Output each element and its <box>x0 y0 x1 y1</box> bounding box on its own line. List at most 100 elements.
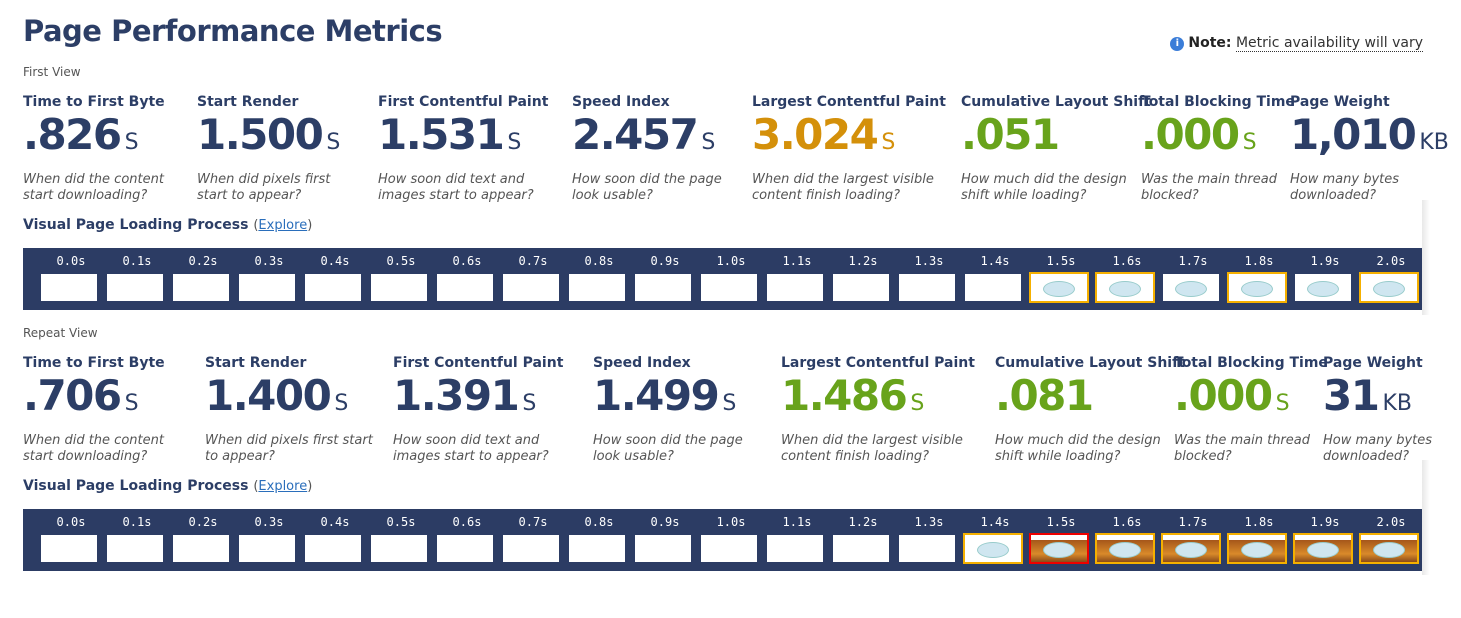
filmstrip-frame[interactable]: 2.0s <box>1359 248 1421 310</box>
metric-value: 1.499 S <box>593 373 768 427</box>
filmstrip-frame[interactable]: 1.9s <box>1295 248 1355 310</box>
frame-thumbnail[interactable] <box>635 274 691 301</box>
frame-thumbnail[interactable] <box>1029 533 1089 564</box>
frame-thumbnail[interactable] <box>41 274 97 301</box>
filmstrip-frame[interactable]: 0.2s <box>173 248 233 310</box>
frame-time: 1.3s <box>914 254 944 268</box>
frame-thumbnail[interactable] <box>1359 533 1419 564</box>
filmstrip-frame[interactable]: 1.3s <box>899 248 959 310</box>
filmstrip-frame[interactable]: 1.8s <box>1227 509 1289 571</box>
filmstrip-frame[interactable]: 1.6s <box>1095 509 1157 571</box>
filmstrip-frame[interactable]: 0.1s <box>107 248 167 310</box>
filmstrip-frame[interactable]: 1.3s <box>899 509 959 571</box>
frame-thumbnail[interactable] <box>833 274 889 301</box>
filmstrip-frame[interactable]: 1.7s <box>1161 509 1223 571</box>
filmstrip-frame[interactable]: 0.8s <box>569 248 629 310</box>
explore-link[interactable]: Explore <box>258 479 308 494</box>
filmstrip-frame[interactable]: 1.4s <box>965 248 1025 310</box>
filmstrip-frame[interactable]: 0.7s <box>503 248 563 310</box>
frame-thumbnail[interactable] <box>1161 533 1221 564</box>
frame-thumbnail[interactable] <box>239 535 295 562</box>
frame-thumbnail[interactable] <box>965 274 1021 301</box>
filmstrip-frame[interactable]: 0.3s <box>239 509 299 571</box>
page-title: Page Performance Metrics <box>23 14 443 48</box>
filmstrip-frame[interactable]: 0.7s <box>503 509 563 571</box>
filmstrip-frame[interactable]: 0.0s <box>41 248 101 310</box>
frame-thumbnail[interactable] <box>1163 274 1219 301</box>
filmstrip-frame[interactable]: 1.5s <box>1029 509 1091 571</box>
frame-time: 0.2s <box>188 515 218 529</box>
frame-thumbnail[interactable] <box>963 533 1023 564</box>
frame-thumbnail[interactable] <box>899 274 955 301</box>
frame-thumbnail[interactable] <box>701 274 757 301</box>
metric-value: 1.531 S <box>378 112 558 166</box>
frame-thumbnail[interactable] <box>1227 272 1287 303</box>
filmstrip-frame[interactable]: 1.1s <box>767 248 827 310</box>
filmstrip-frame[interactable]: 1.8s <box>1227 248 1289 310</box>
filmstrip-frame[interactable]: 1.2s <box>833 248 893 310</box>
frame-thumbnail[interactable] <box>1095 533 1155 564</box>
frame-thumbnail[interactable] <box>767 535 823 562</box>
filmstrip-frame[interactable]: 1.9s <box>1293 509 1355 571</box>
filmstrip-frame[interactable]: 0.6s <box>437 248 497 310</box>
frame-thumbnail[interactable] <box>305 274 361 301</box>
metric-description: How much did the design shift while load… <box>961 172 1127 203</box>
filmstrip-frame[interactable]: 1.4s <box>963 509 1025 571</box>
frame-thumbnail[interactable] <box>569 274 625 301</box>
frame-thumbnail[interactable] <box>437 274 493 301</box>
frame-thumbnail[interactable] <box>1095 272 1155 303</box>
filmstrip-frame[interactable]: 1.5s <box>1029 248 1091 310</box>
frame-thumbnail[interactable] <box>569 535 625 562</box>
frame-thumbnail[interactable] <box>173 535 229 562</box>
frame-time: 1.2s <box>848 515 878 529</box>
filmstrip-frame[interactable]: 0.5s <box>371 509 431 571</box>
metric-cumulative-layout-shift: Cumulative Layout Shift .081 How much di… <box>995 355 1185 465</box>
frame-thumbnail[interactable] <box>1029 272 1089 303</box>
metric-number: 1.500 <box>197 110 324 159</box>
frame-thumbnail[interactable] <box>173 274 229 301</box>
frame-thumbnail[interactable] <box>503 274 559 301</box>
filmstrip-frame[interactable]: 0.4s <box>305 509 365 571</box>
frame-thumbnail[interactable] <box>305 535 361 562</box>
frame-thumbnail[interactable] <box>1359 272 1419 303</box>
frame-thumbnail[interactable] <box>437 535 493 562</box>
filmstrip-frame[interactable]: 0.5s <box>371 248 431 310</box>
metric-unit: S <box>124 391 139 416</box>
frame-thumbnail[interactable] <box>1295 274 1351 301</box>
repeat-view-filmstrip: 0.0s 0.1s 0.2s 0.3s 0.4s 0.5s 0.6s 0.7s 0.8s 0.9s… <box>23 509 1422 571</box>
filmstrip-frame[interactable]: 0.2s <box>173 509 233 571</box>
filmstrip-frame[interactable]: 0.9s <box>635 248 695 310</box>
filmstrip-frame[interactable]: 0.3s <box>239 248 299 310</box>
filmstrip-frame[interactable]: 1.2s <box>833 509 893 571</box>
frame-thumbnail[interactable] <box>899 535 955 562</box>
filmstrip-frame[interactable]: 1.0s <box>701 509 761 571</box>
frame-thumbnail[interactable] <box>239 274 295 301</box>
frame-thumbnail[interactable] <box>41 535 97 562</box>
filmstrip-frame[interactable]: 0.9s <box>635 509 695 571</box>
note-text[interactable]: Metric availability will vary <box>1235 35 1423 52</box>
filmstrip-frame[interactable]: 0.6s <box>437 509 497 571</box>
filmstrip-frame[interactable]: 0.0s <box>41 509 101 571</box>
frame-thumbnail[interactable] <box>833 535 889 562</box>
frame-thumbnail[interactable] <box>701 535 757 562</box>
metric-description: How much did the design shift while load… <box>995 433 1161 464</box>
explore-link[interactable]: Explore <box>258 218 308 233</box>
filmstrip-frame[interactable]: 1.0s <box>701 248 761 310</box>
filmstrip-frame[interactable]: 0.8s <box>569 509 629 571</box>
filmstrip-frame[interactable]: 0.4s <box>305 248 365 310</box>
filmstrip-frame[interactable]: 2.0s <box>1359 509 1421 571</box>
frame-time: 1.3s <box>914 515 944 529</box>
frame-thumbnail[interactable] <box>503 535 559 562</box>
filmstrip-frame[interactable]: 1.6s <box>1095 248 1157 310</box>
frame-thumbnail[interactable] <box>1227 533 1287 564</box>
frame-thumbnail[interactable] <box>107 535 163 562</box>
frame-thumbnail[interactable] <box>767 274 823 301</box>
frame-thumbnail[interactable] <box>1293 533 1353 564</box>
filmstrip-frame[interactable]: 0.1s <box>107 509 167 571</box>
frame-thumbnail[interactable] <box>371 535 427 562</box>
filmstrip-frame[interactable]: 1.7s <box>1163 248 1223 310</box>
frame-thumbnail[interactable] <box>635 535 691 562</box>
frame-thumbnail[interactable] <box>371 274 427 301</box>
frame-thumbnail[interactable] <box>107 274 163 301</box>
filmstrip-frame[interactable]: 1.1s <box>767 509 827 571</box>
